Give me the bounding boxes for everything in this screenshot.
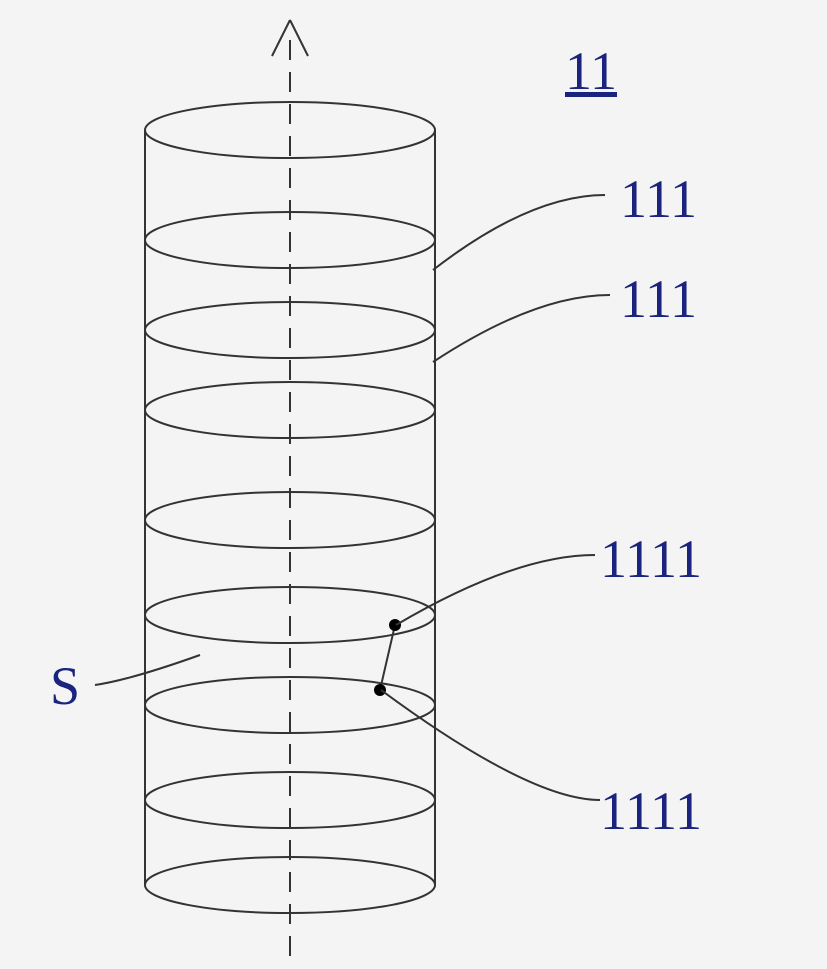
label-title: 11 xyxy=(565,40,617,102)
label-s: S xyxy=(50,655,80,717)
label-111a: 111 xyxy=(620,168,697,230)
diagram-svg xyxy=(0,0,827,969)
label-1111a: 1111 xyxy=(600,528,702,590)
label-1111b: 1111 xyxy=(600,780,702,842)
label-111b: 111 xyxy=(620,268,697,330)
